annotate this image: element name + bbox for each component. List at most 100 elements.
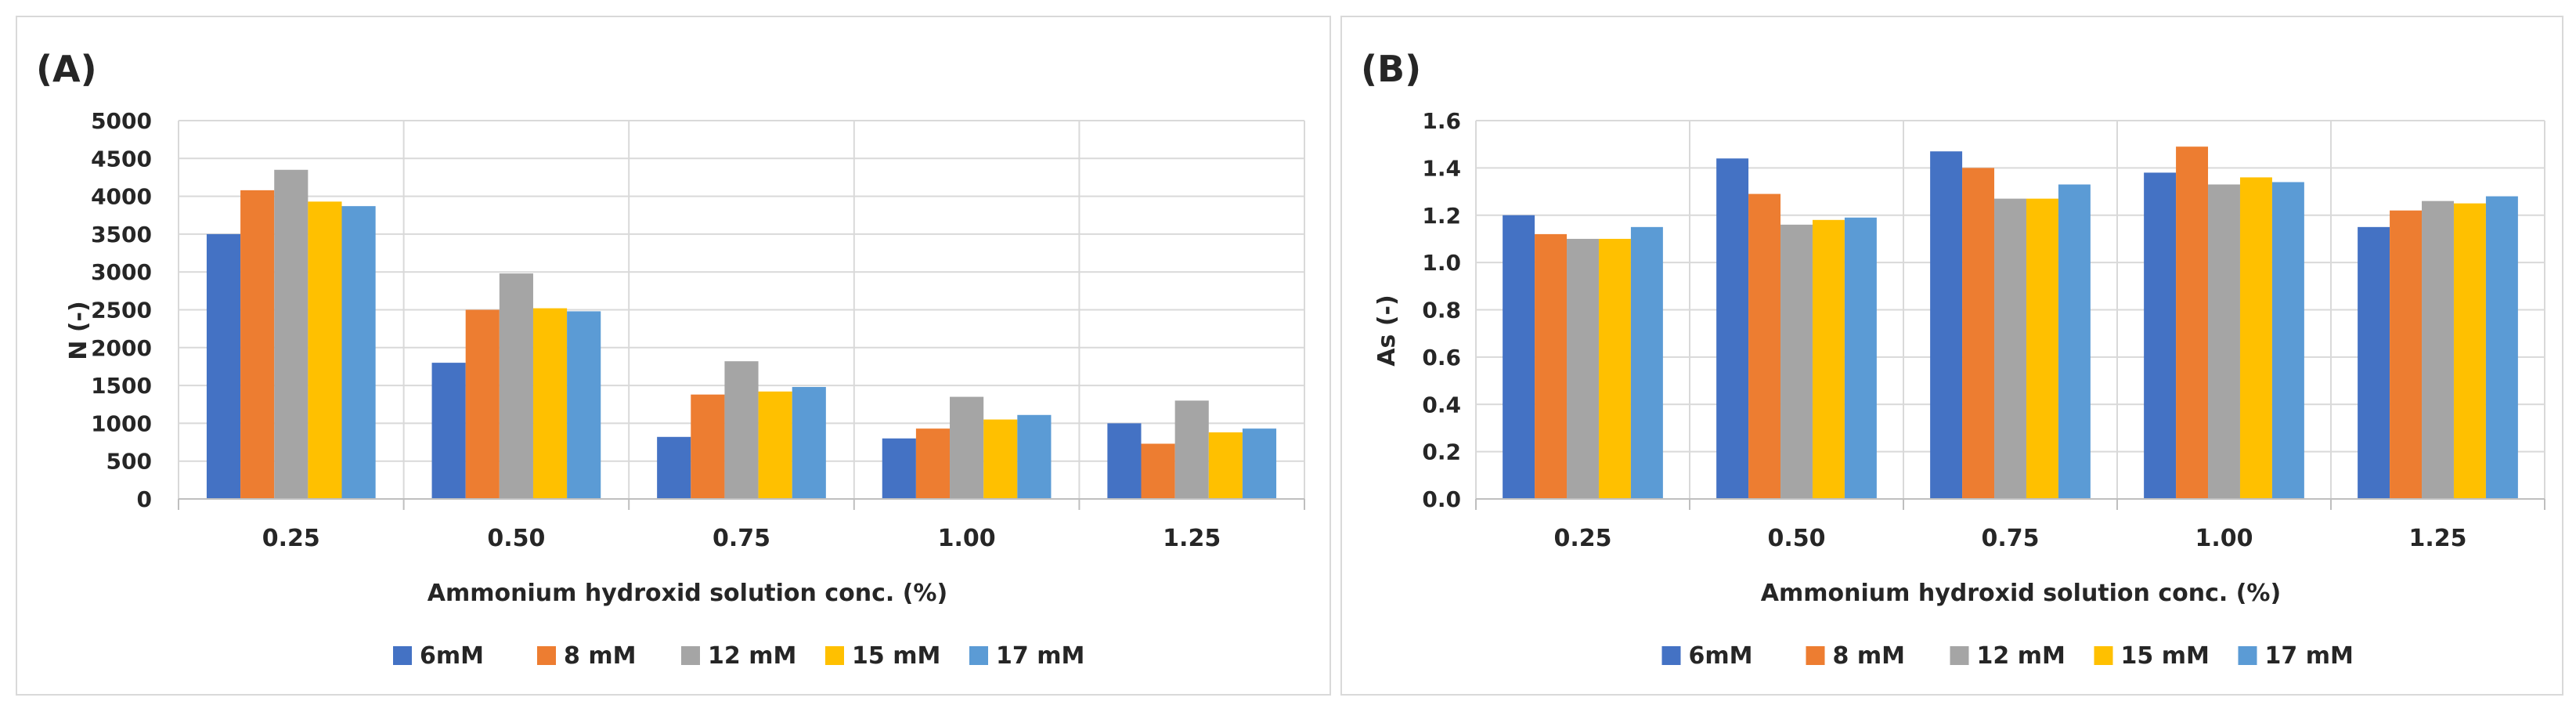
y-tick-label-a: 3500 [91,222,152,248]
y-tick-label-b: 0.6 [1422,345,1461,370]
legend-label-a: 8 mM [564,642,636,670]
bar-b-8mm-1.25 [2390,210,2423,499]
y-tick-label-a: 2000 [91,335,152,361]
bar-a-15mm-1.00 [983,419,1018,499]
bar-a-17mm-1.00 [1017,414,1052,499]
y-tick-label-b: 1.6 [1422,108,1461,134]
bar-a-8mm-0.25 [240,190,275,499]
y-tick-label-a: 500 [106,449,152,475]
legend-label-a: 12 mM [708,642,796,670]
bar-a-15mm-0.25 [308,201,342,499]
y-tick-label-a: 4000 [91,184,152,210]
bar-b-15mm-1.00 [2239,177,2272,499]
bar-b-8mm-0.50 [1748,193,1781,500]
bar-b-6mm-0.75 [1930,151,1963,499]
y-tick-label-b: 1.2 [1422,203,1461,229]
bar-b-15mm-1.25 [2453,203,2486,499]
y-tick-label-b: 1.4 [1422,155,1461,181]
legend-label-b: 8 mM [1833,642,1905,670]
bar-a-8mm-0.75 [691,394,725,499]
bar-b-17mm-0.75 [2058,184,2091,499]
bar-a-17mm-0.50 [567,311,601,499]
bar-b-15mm-0.25 [1598,238,1631,499]
chart-a-svg: (A) 0 500 1000 1500 2000 2500 3000 3500 4000 4500… [36,48,1305,670]
x-tick-label-b: 1.25 [2408,525,2466,552]
legend-swatch-a [825,646,844,665]
bar-a-17mm-0.25 [341,206,376,499]
bar-b-8mm-1.00 [2176,146,2209,500]
legend-swatch-b [1661,646,1681,665]
legend-label-b: 12 mM [1977,642,2065,670]
y-tick-label-a: 5000 [91,108,152,134]
legend-swatch-a [681,646,700,665]
legend-swatch-b [1806,646,1825,665]
x-tick-label-b: 0.25 [1553,525,1611,552]
bar-b-6mm-1.00 [2144,172,2177,499]
panel-label-a: (A) [36,48,97,90]
y-tick-label-b: 0.8 [1422,298,1461,323]
bar-b-12mm-0.50 [1780,224,1813,499]
bar-a-6mm-0.75 [657,436,691,499]
bar-b-12mm-1.00 [2208,184,2240,499]
bar-a-12mm-1.25 [1174,400,1209,499]
x-tick-label-b: 1.00 [2195,525,2253,552]
legend-label-b: 17 mM [2265,642,2354,670]
bar-b-12mm-1.25 [2422,201,2454,499]
x-axis-title-a: Ammonium hydroxid solution conc. (%) [428,580,947,607]
bar-b-17mm-1.00 [2271,182,2304,500]
bar-a-6mm-1.25 [1107,423,1142,499]
chart-b-plot: 0.0 0.2 0.4 0.6 0.8 1.0 1.2 1.4 1.6 0.25 0.50 0.75 1… [1422,108,2545,552]
legend-swatch-b [1950,646,1969,665]
bar-b-6mm-1.25 [2358,226,2390,499]
bar-b-6mm-0.50 [1716,158,1749,500]
bar-b-6mm-0.25 [1503,215,1535,499]
bar-b-17mm-1.25 [2485,196,2518,499]
y-axis-title-a: N (-) [65,301,92,360]
bar-b-8mm-0.25 [1535,233,1568,499]
y-tick-label-a: 4500 [91,146,152,172]
legend-label-a: 17 mM [996,642,1084,670]
legend-label-b: 6mM [1689,642,1753,670]
x-tick-label-a: 1.25 [1163,525,1221,552]
panel-label-b: (B) [1361,48,1421,90]
y-tick-label-b: 0.0 [1422,486,1461,512]
x-tick-label-a: 0.50 [487,525,545,552]
bar-b-8mm-0.75 [1962,168,1995,499]
legend-label-a: 6mM [420,642,484,670]
y-tick-label-a: 3000 [91,259,152,285]
bar-a-17mm-1.25 [1242,428,1277,499]
x-tick-label-a: 0.25 [262,525,320,552]
bar-a-15mm-0.75 [758,391,792,499]
y-tick-label-a: 0 [137,486,152,512]
bar-a-15mm-0.50 [532,308,568,499]
bar-a-12mm-1.00 [950,396,984,499]
legend-swatch-b [2238,646,2257,665]
bar-b-15mm-0.50 [1812,219,1845,499]
legend-a: 6mM 8 mM 12 mM 15 mM 17 mM [393,642,1084,670]
bar-a-12mm-0.50 [499,273,533,499]
bar-a-15mm-1.25 [1208,432,1243,499]
bar-b-12mm-0.25 [1567,238,1599,499]
bar-a-6mm-0.25 [206,233,241,499]
bar-a-8mm-1.00 [915,428,951,499]
y-tick-label-a: 2500 [91,298,152,323]
chart-panel-b: (B) 0.0 0.2 0.4 0.6 0.8 1.0 1.2 1.4 1.6 0.25 0.50 0… [1340,16,2563,696]
x-axis-title-b: Ammonium hydroxid solution conc. (%) [1761,580,2281,607]
bar-b-17mm-0.50 [1844,217,1877,499]
legend-label-b: 15 mM [2121,642,2210,670]
bar-a-6mm-0.50 [431,363,466,499]
bar-a-8mm-0.50 [465,309,500,499]
legend-b: 6mM 8 mM 12 mM 15 mM 17 mM [1661,642,2354,670]
y-tick-label-a: 1000 [91,410,152,436]
y-axis-title-b: As (-) [1373,295,1401,366]
legend-swatch-b [2094,646,2113,665]
x-tick-label-b: 0.75 [1981,525,2039,552]
y-tick-label-b: 0.4 [1422,392,1461,417]
bar-b-15mm-0.75 [2026,198,2058,499]
y-tick-label-b: 1.0 [1422,250,1461,276]
legend-swatch-a [537,646,556,665]
legend-swatch-a [969,646,988,665]
bar-b-12mm-0.75 [1994,198,2026,499]
bar-a-17mm-0.75 [792,387,826,499]
bar-b-17mm-0.25 [1630,226,1663,499]
